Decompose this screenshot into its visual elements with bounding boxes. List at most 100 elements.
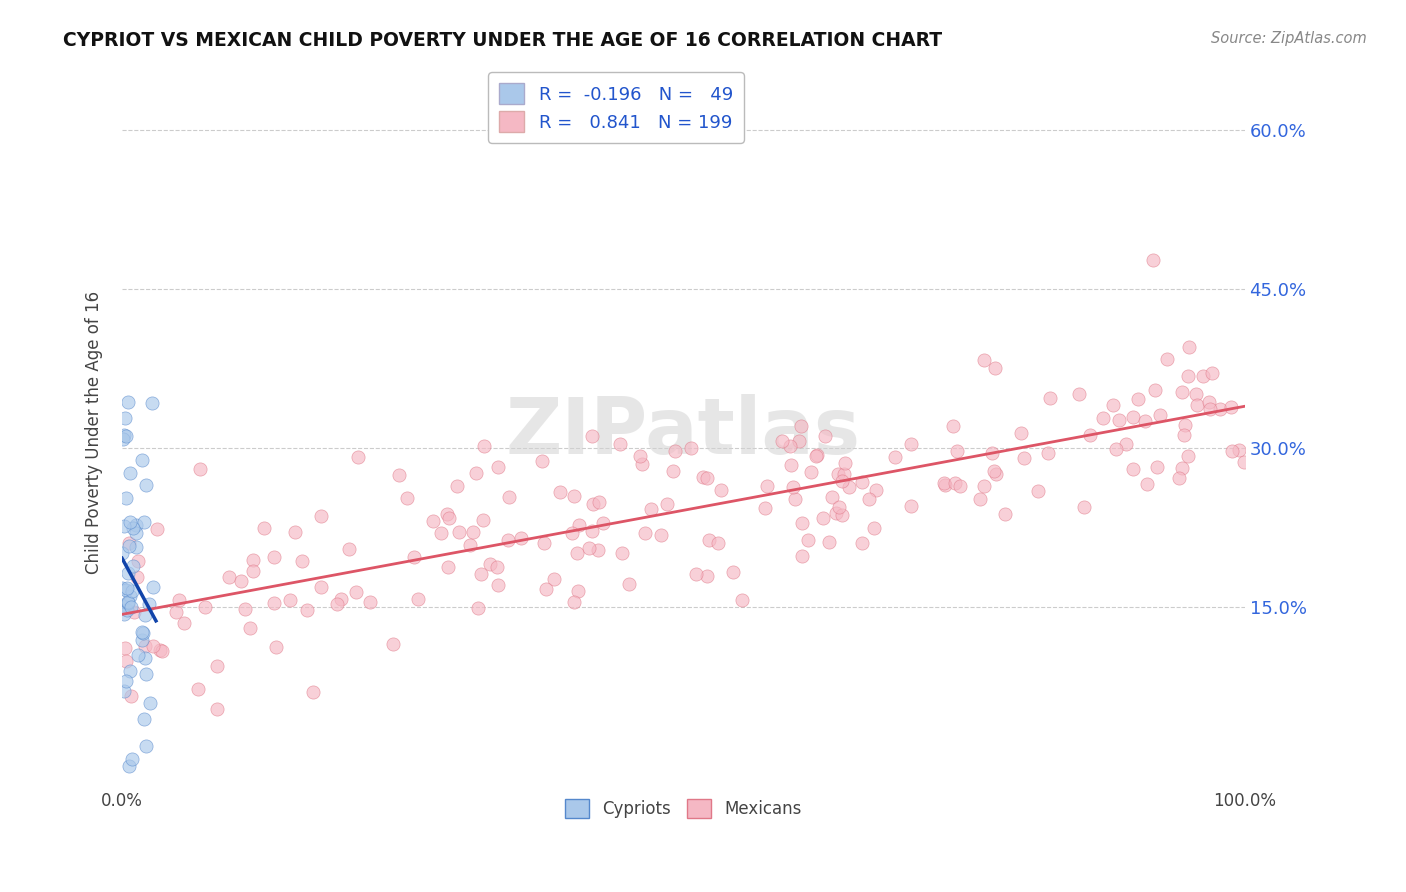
Point — [125, 526, 148, 541]
Point — [1038, 446, 1060, 460]
Point — [945, 443, 967, 458]
Point — [295, 603, 318, 617]
Point — [135, 478, 157, 492]
Point — [865, 483, 887, 497]
Point — [135, 739, 157, 753]
Point — [567, 518, 589, 533]
Point — [1201, 366, 1223, 380]
Point — [827, 467, 849, 482]
Point — [118, 664, 141, 678]
Point — [253, 521, 276, 535]
Point — [640, 501, 662, 516]
Point — [118, 536, 141, 550]
Point — [278, 593, 301, 607]
Point — [567, 546, 589, 560]
Point — [721, 565, 744, 579]
Point — [581, 524, 603, 538]
Point — [984, 467, 1007, 481]
Point — [470, 566, 492, 581]
Point — [114, 582, 136, 597]
Point — [263, 596, 285, 610]
Point — [114, 411, 136, 425]
Point — [1220, 400, 1243, 414]
Point — [1136, 477, 1159, 491]
Point — [1115, 437, 1137, 451]
Point — [125, 540, 148, 554]
Point — [122, 520, 145, 534]
Point — [1128, 392, 1150, 407]
Point — [134, 639, 156, 653]
Point — [692, 470, 714, 484]
Point — [337, 541, 360, 556]
Point — [284, 525, 307, 540]
Point — [818, 535, 841, 549]
Point — [586, 542, 609, 557]
Point — [142, 580, 165, 594]
Point — [662, 464, 685, 478]
Point — [1135, 414, 1157, 428]
Point — [1220, 443, 1243, 458]
Point — [1078, 428, 1101, 442]
Point — [609, 437, 631, 451]
Point — [900, 500, 922, 514]
Point — [422, 514, 444, 528]
Point — [581, 429, 603, 443]
Point — [205, 659, 228, 673]
Point — [1174, 417, 1197, 432]
Point — [1105, 442, 1128, 457]
Point — [114, 655, 136, 669]
Point — [945, 475, 967, 490]
Point — [436, 559, 458, 574]
Point — [121, 583, 143, 598]
Point — [1171, 461, 1194, 475]
Point — [731, 593, 754, 607]
Point — [150, 644, 173, 658]
Point — [388, 467, 411, 482]
Point — [118, 515, 141, 529]
Point — [699, 533, 721, 548]
Point — [820, 490, 842, 504]
Point — [832, 467, 855, 482]
Point — [125, 570, 148, 584]
Point — [134, 608, 156, 623]
Point — [1039, 391, 1062, 405]
Point — [141, 395, 163, 409]
Point — [138, 597, 160, 611]
Point — [458, 538, 481, 552]
Point — [114, 491, 136, 505]
Point — [165, 605, 187, 619]
Point — [1101, 398, 1123, 412]
Point — [120, 599, 142, 614]
Point — [436, 507, 458, 521]
Point — [1173, 428, 1195, 442]
Point — [628, 449, 651, 463]
Point — [496, 533, 519, 547]
Point — [900, 437, 922, 451]
Point — [329, 591, 352, 606]
Point — [707, 535, 730, 549]
Point — [134, 712, 156, 726]
Point — [114, 519, 136, 533]
Point — [127, 648, 149, 662]
Point — [115, 429, 138, 443]
Point — [588, 495, 610, 509]
Y-axis label: Child Poverty Under the Age of 16: Child Poverty Under the Age of 16 — [86, 291, 103, 574]
Point — [117, 594, 139, 608]
Point — [148, 643, 170, 657]
Point — [461, 524, 484, 539]
Point — [510, 531, 533, 545]
Point — [884, 450, 907, 464]
Point — [111, 432, 134, 446]
Point — [472, 513, 495, 527]
Point — [218, 570, 240, 584]
Point — [779, 439, 801, 453]
Point — [779, 458, 801, 473]
Point — [311, 509, 333, 524]
Point — [806, 448, 828, 462]
Point — [814, 429, 837, 443]
Point — [121, 752, 143, 766]
Point — [1122, 462, 1144, 476]
Point — [135, 667, 157, 681]
Point — [117, 602, 139, 616]
Point — [478, 558, 501, 572]
